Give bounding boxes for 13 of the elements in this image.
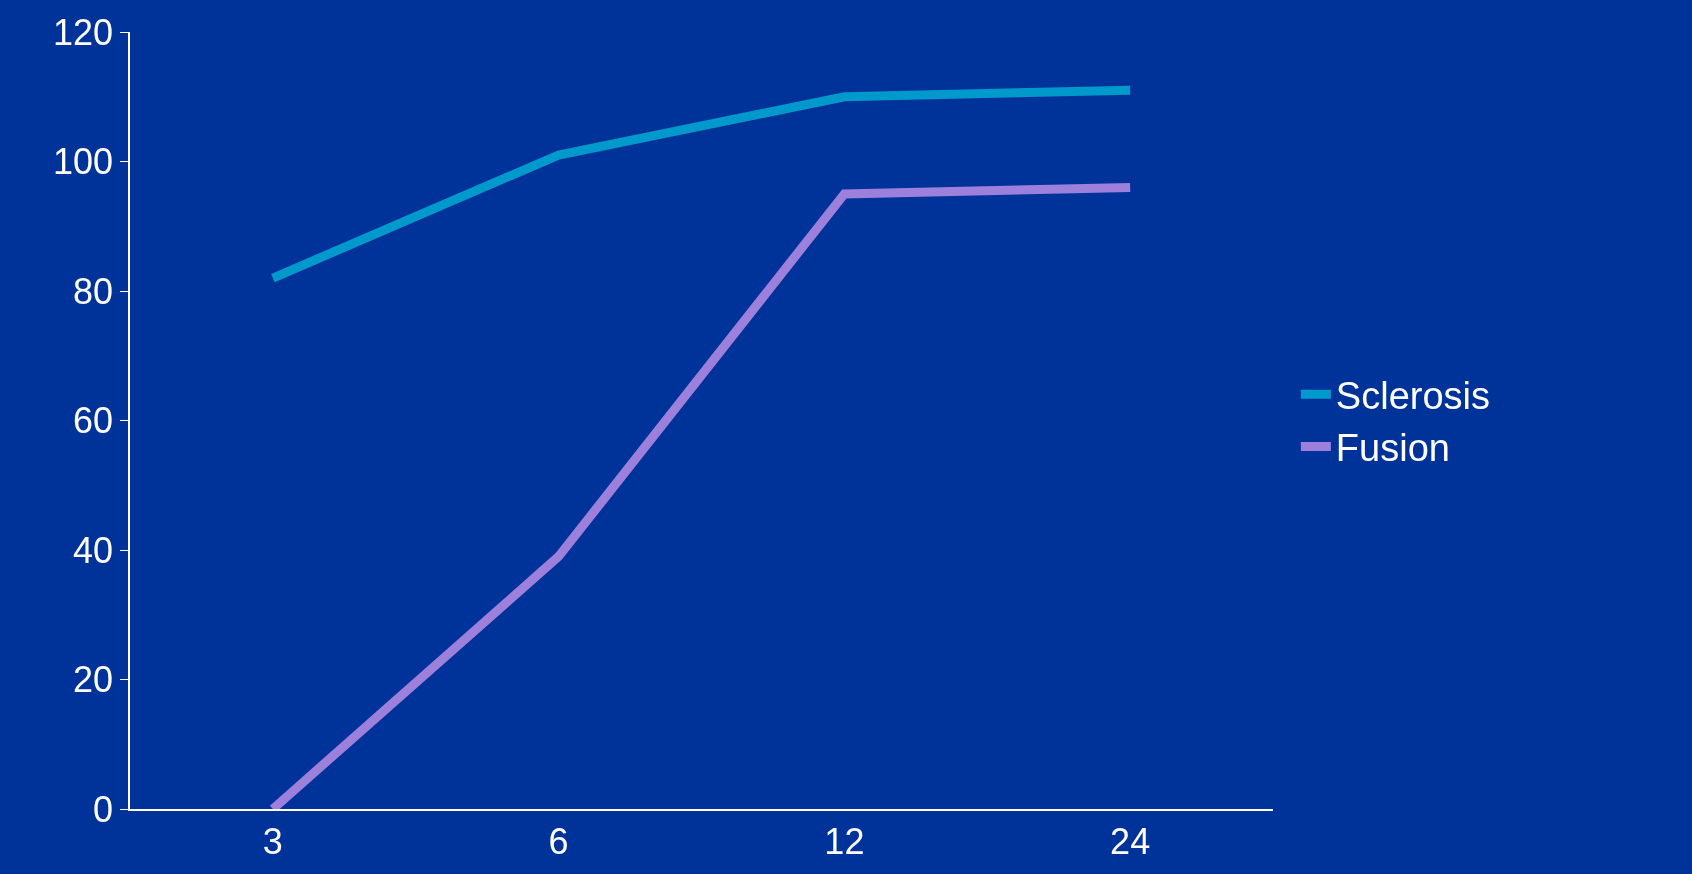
x-tick-label: 3 bbox=[262, 820, 283, 862]
y-tick-label: 0 bbox=[93, 788, 114, 830]
y-tick-label: 40 bbox=[73, 529, 114, 571]
legend-label: Sclerosis bbox=[1335, 375, 1491, 418]
x-tick-label: 12 bbox=[824, 820, 865, 862]
y-tick-label: 100 bbox=[52, 141, 114, 183]
y-tick-label: 80 bbox=[73, 270, 114, 312]
legend-label: Fusion bbox=[1335, 427, 1450, 470]
y-tick-label: 60 bbox=[73, 400, 114, 442]
x-tick-label: 6 bbox=[548, 820, 569, 862]
y-tick-label: 20 bbox=[73, 659, 114, 701]
x-tick-label: 24 bbox=[1110, 820, 1151, 862]
y-tick-label: 120 bbox=[52, 11, 114, 53]
